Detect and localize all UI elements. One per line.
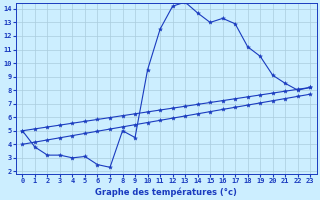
X-axis label: Graphe des températures (°c): Graphe des températures (°c) [95,187,237,197]
